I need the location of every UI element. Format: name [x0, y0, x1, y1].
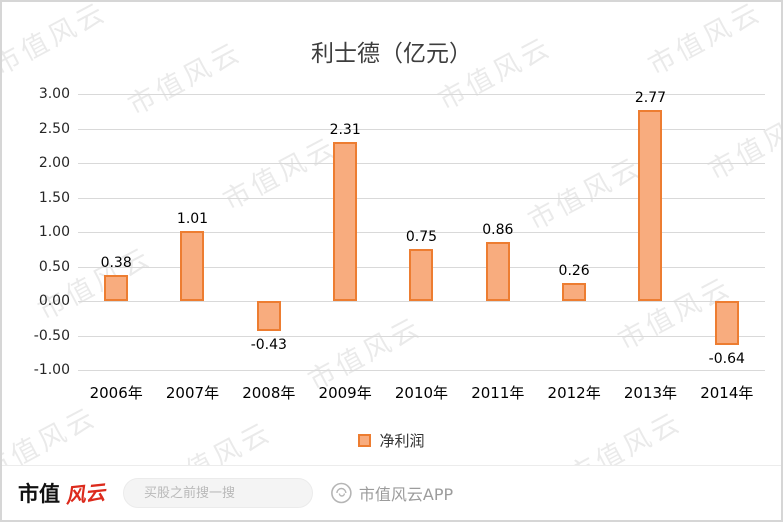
- bar-column: 2.77: [612, 90, 688, 370]
- gridline: [78, 301, 765, 302]
- data-label: 2.31: [329, 121, 361, 138]
- data-label: 0.38: [100, 254, 132, 271]
- data-label: -0.64: [708, 351, 745, 368]
- x-tick-label: 2010年: [394, 384, 449, 402]
- bar: [180, 231, 205, 301]
- y-tick-label: 1.50: [38, 189, 70, 206]
- search-box[interactable]: [123, 478, 316, 508]
- bar-column: -0.43: [231, 94, 307, 370]
- data-label: 0.86: [482, 221, 514, 238]
- data-label: 0.75: [405, 229, 438, 246]
- legend-swatch-icon: [358, 434, 372, 447]
- bar: [638, 109, 663, 301]
- app-badge: 市值风云APP: [330, 481, 453, 505]
- gridline: [78, 232, 765, 233]
- data-label: -0.43: [250, 336, 287, 353]
- bar: [333, 141, 358, 301]
- gridline: [78, 128, 765, 130]
- app-label: 市值风云APP: [358, 485, 454, 504]
- x-tick-label: 2008年: [242, 384, 296, 402]
- y-tick-label: -1.00: [33, 362, 70, 378]
- gridline: [78, 197, 765, 199]
- bar-column: -0.64: [689, 94, 765, 370]
- bar-column: 0.26: [536, 94, 612, 370]
- bar-column: 0.38: [78, 94, 154, 370]
- legend: 净利润: [2, 430, 781, 451]
- x-tick-label: 2007年: [165, 384, 220, 402]
- y-tick-label: 0.00: [38, 293, 70, 309]
- bar: [104, 274, 129, 301]
- bar-column: 0.86: [460, 94, 536, 370]
- bar: [562, 283, 587, 301]
- bar: [485, 241, 510, 301]
- bars: 0.38 1.01 -0.43 2.31 0.75 0.86 0.26 2.77 -0.64: [78, 90, 765, 370]
- x-tick-label: 2011年: [471, 384, 525, 402]
- brand-logo: 市值 风云: [18, 478, 107, 509]
- y-axis: 3.00 2.50 2.00 1.50 1.00 0.50 0.00 -0.50 -1.00: [20, 86, 70, 378]
- bar: [714, 301, 739, 346]
- bar-column: 1.01: [154, 94, 230, 370]
- bar: [409, 249, 434, 301]
- brand-script-logo: 风云: [64, 479, 107, 509]
- gridline: [78, 163, 765, 164]
- chart-panel: 3.00 2.50 2.00 1.50 1.00 0.50 0.00 -0.50 -1.00 0…: [20, 86, 767, 402]
- data-label: 0.26: [558, 263, 590, 280]
- data-label: 1.01: [176, 211, 209, 228]
- brand-text: 市值: [18, 482, 60, 506]
- search-input[interactable]: [142, 484, 316, 502]
- x-tick-label: 2013年: [623, 384, 678, 402]
- x-tick-label: 2006年: [89, 384, 143, 402]
- y-tick-label: 1.00: [38, 224, 70, 240]
- x-tick-label: 2014年: [700, 384, 754, 402]
- footer-bar: 市值 风云 市值风云APP: [2, 465, 781, 520]
- x-tick-label: 2009年: [318, 384, 372, 402]
- data-label: 2.77: [634, 89, 667, 106]
- y-tick-label: 0.50: [38, 258, 70, 275]
- y-tick-label: 2.50: [38, 120, 70, 137]
- gridline: [78, 94, 765, 95]
- bar-column: 0.75: [383, 94, 459, 370]
- x-tick-label: 2012年: [547, 384, 601, 402]
- app-logo-icon: [330, 482, 352, 504]
- y-tick-label: 2.00: [38, 155, 70, 171]
- plot-area: 0.38 1.01 -0.43 2.31 0.75 0.86 0.26 2.77 -0.64: [78, 90, 765, 371]
- y-tick-label: -0.50: [33, 327, 70, 344]
- chart-title: 利士德（亿元）: [311, 41, 472, 67]
- y-tick-label: 3.00: [38, 86, 70, 102]
- bar: [256, 301, 281, 331]
- gridline: [78, 335, 765, 337]
- bar-column: 2.31: [307, 94, 383, 370]
- gridline: [78, 370, 765, 371]
- x-axis: 2006年 2007年 2008年 2009年 2010年 2011年 2012年 2013年…: [78, 370, 765, 403]
- legend-label: 净利润: [379, 432, 425, 450]
